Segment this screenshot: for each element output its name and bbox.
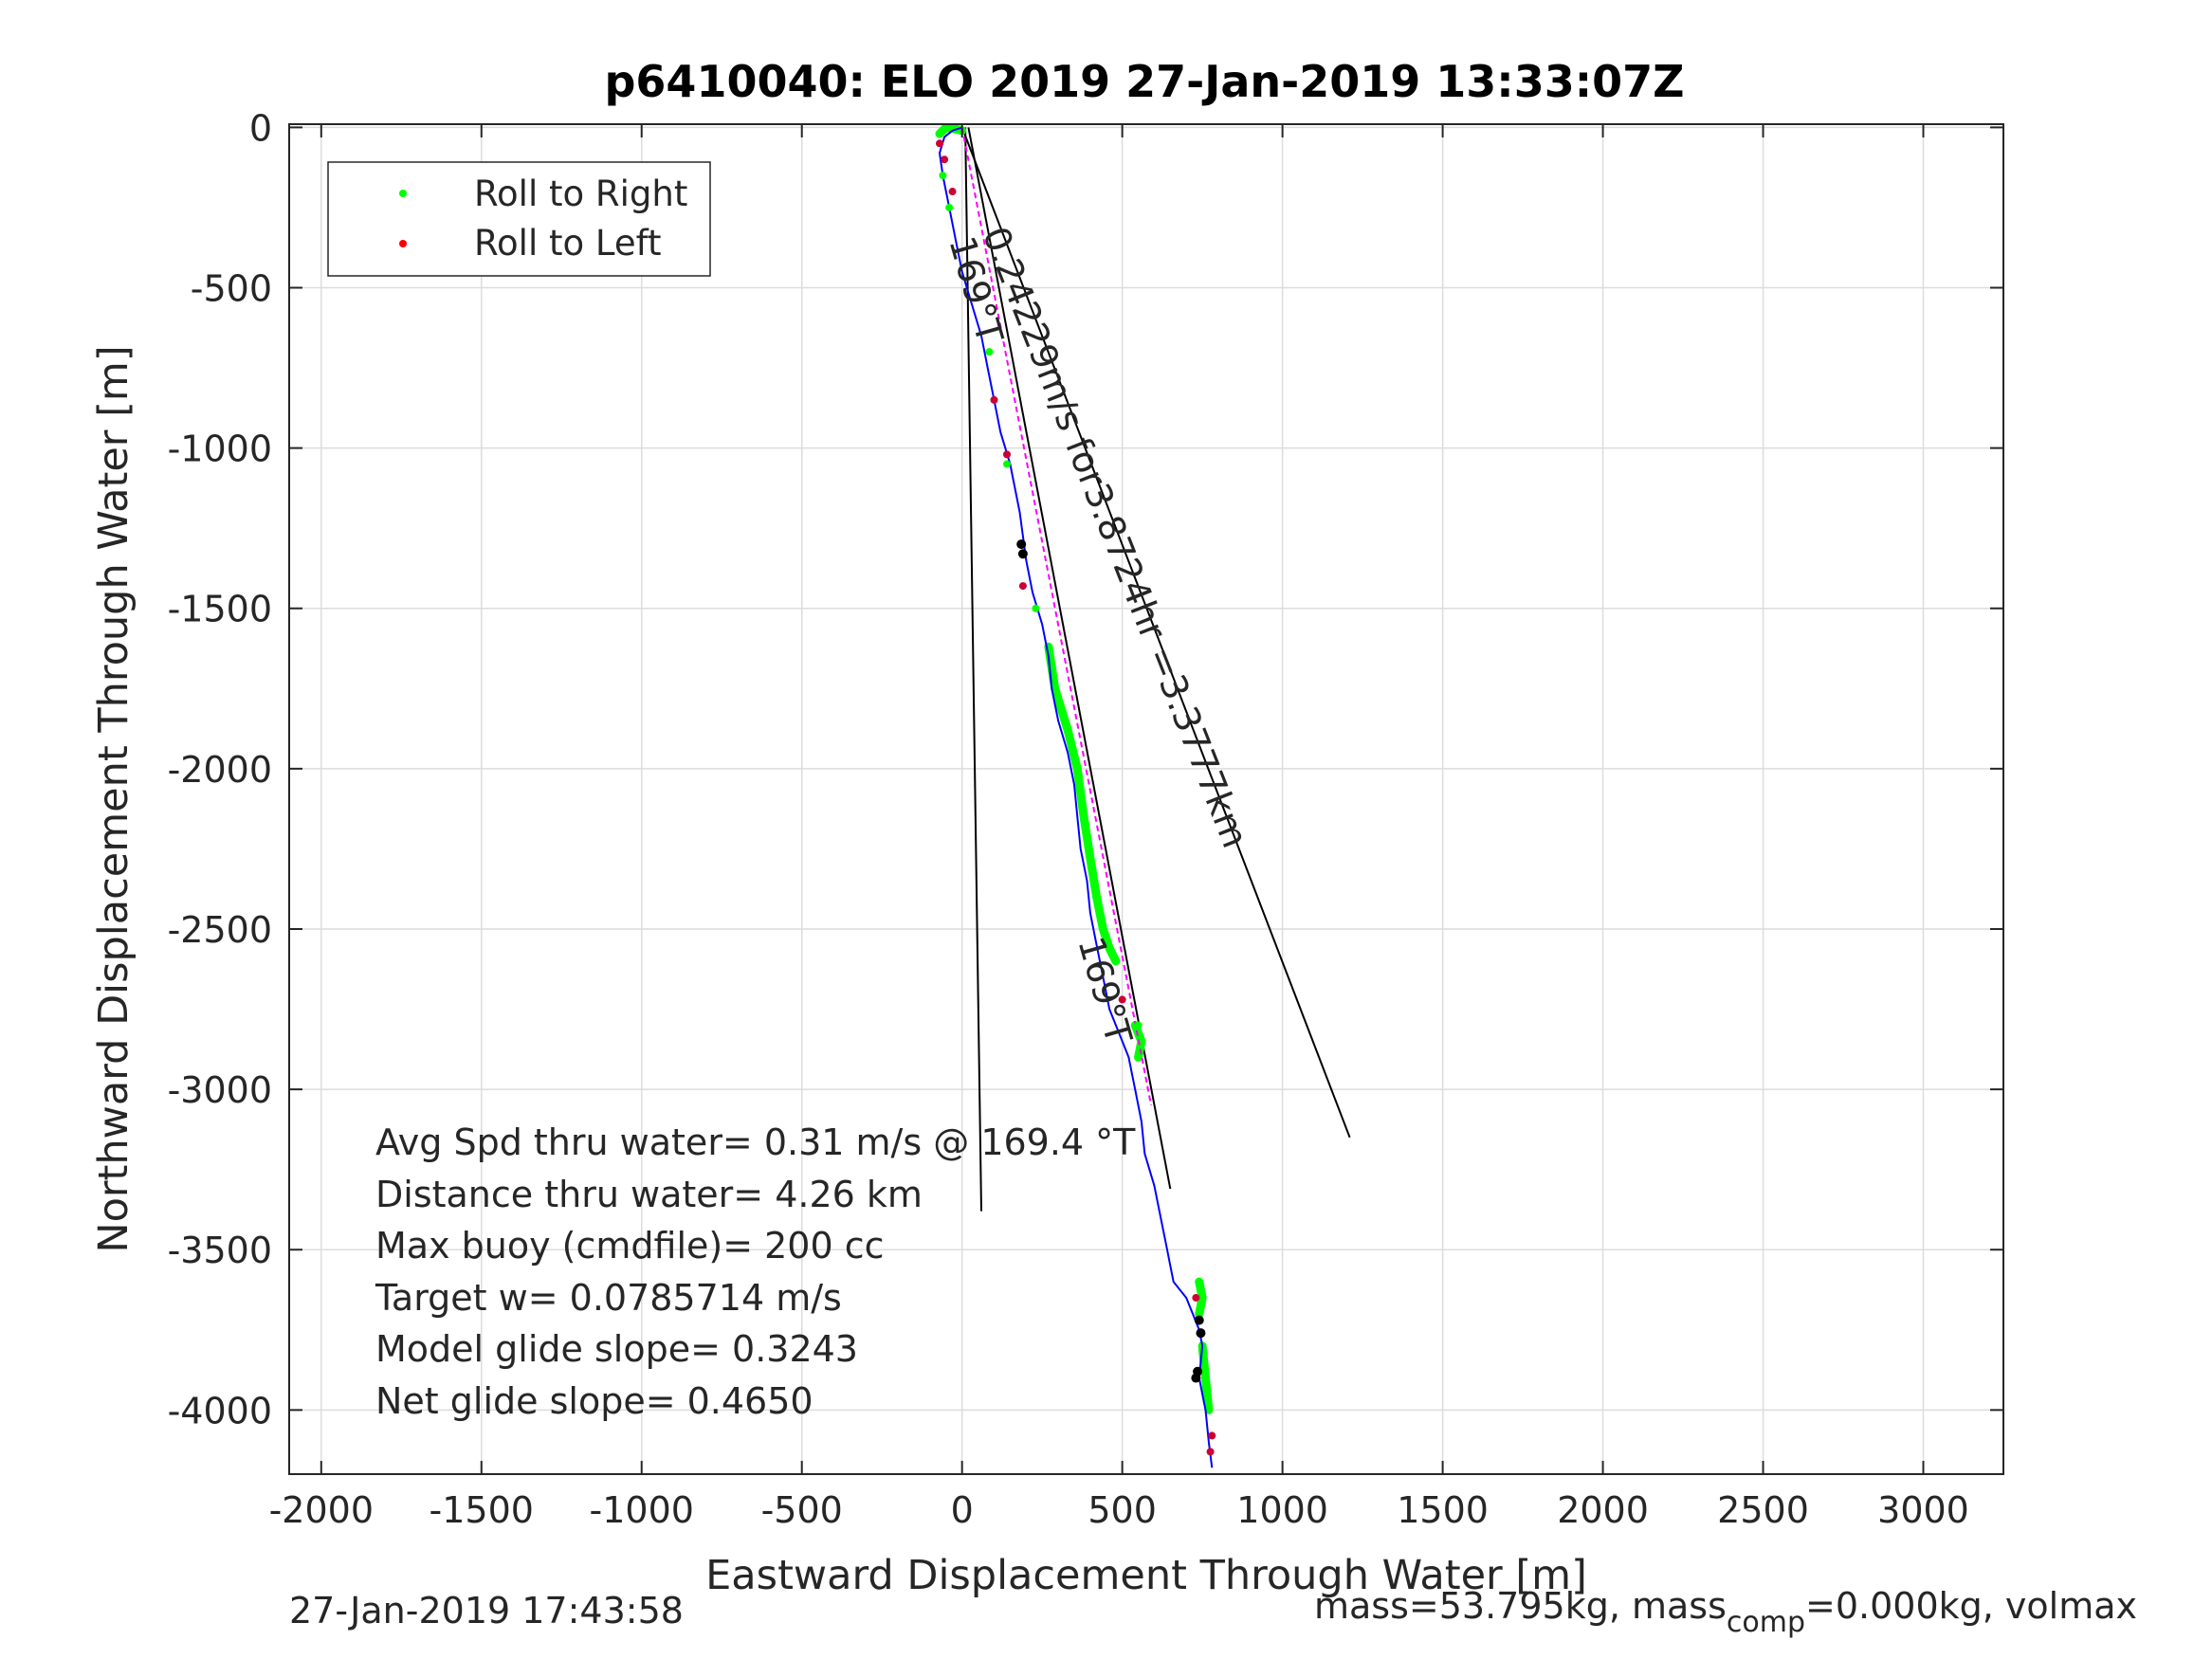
legend-label-roll-left: Roll to Left (474, 223, 662, 264)
stat-distance: Distance thru water= 4.26 km (375, 1174, 923, 1215)
footer-timestamp: 27-Jan-2019 17:43:58 (289, 1590, 684, 1632)
roll-left-point (1206, 1448, 1215, 1456)
y-tick-label: -2500 (168, 909, 272, 951)
black-marker-point (1017, 549, 1028, 559)
legend-label-roll-right: Roll to Right (474, 173, 687, 214)
x-tick-label: 500 (1088, 1489, 1157, 1531)
reference-line (967, 127, 1172, 1190)
stat-model-glide-slope: Model glide slope= 0.3243 (375, 1328, 858, 1370)
footer-mass-info: mass=53.795kg, masscomp=0.000kg, volmax (1314, 1585, 2137, 1639)
black-marker-point (1016, 539, 1027, 550)
x-tick-label: 3000 (1877, 1489, 1969, 1531)
roll-right-point (939, 172, 947, 180)
stat-avg-speed: Avg Spd thru water= 0.31 m/s @ 169.4 °T (375, 1121, 1136, 1163)
roll-right-point (945, 203, 954, 211)
reference-line (964, 127, 982, 1212)
footer-mass-suffix: =0.000kg, volmax (1805, 1585, 2137, 1627)
chart-title: p6410040: ELO 2019 27-Jan-2019 13:33:07Z (605, 56, 1685, 107)
y-tick-label: -3000 (168, 1069, 272, 1111)
footer-mass-subscript: comp (1727, 1606, 1805, 1639)
y-tick-label: -500 (191, 268, 272, 310)
legend: Roll to Right Roll to Left (327, 161, 711, 277)
y-tick-label: -1500 (168, 589, 272, 630)
y-tick-label: 0 (249, 107, 272, 149)
plot-area (288, 122, 2004, 1475)
x-axis-label: Eastward Displacement Through Water [m] (705, 1552, 1587, 1599)
y-axis-label: Northward Displacement Through Water [m] (90, 345, 137, 1252)
roll-right-point (1134, 1021, 1143, 1030)
x-tick-label: -1000 (590, 1489, 694, 1531)
roll-right-segment (1195, 1277, 1207, 1319)
legend-marker-roll-left (399, 240, 407, 247)
legend-marker-roll-right (399, 190, 407, 197)
roll-right-segment (935, 122, 967, 138)
x-tick-label: 2500 (1717, 1489, 1809, 1531)
roll-left-point (941, 155, 949, 164)
data-layer (935, 122, 1351, 1468)
roll-left-point (1118, 995, 1126, 1004)
roll-right-segment (1044, 642, 1121, 966)
roll-left-point (1002, 450, 1011, 459)
x-tick-labels: -2000 -1500 -1000 -500 0 500 1000 1500 2000 2500 3… (269, 1489, 1969, 1531)
axes-background (289, 124, 2003, 1474)
roll-right-segment (1197, 1341, 1214, 1414)
roll-right-point (1002, 460, 1011, 468)
stat-target-w: Target w= 0.0785714 m/s (375, 1277, 842, 1319)
stat-max-buoy: Max buoy (cmdfile)= 200 cc (375, 1225, 885, 1267)
roll-right-point (1032, 604, 1040, 612)
x-tick-label: -2000 (269, 1489, 374, 1531)
black-marker-point (1191, 1373, 1201, 1383)
x-tick-label: 0 (951, 1489, 974, 1531)
stats-block: Avg Spd thru water= 0.31 m/s @ 169.4 °T … (375, 1121, 1136, 1422)
roll-right-point (985, 348, 994, 356)
y-tick-label: -3500 (168, 1230, 272, 1271)
legend-box (327, 161, 711, 277)
black-marker-point (1196, 1328, 1206, 1339)
y-tick-labels: 0 -500 -1000 -1500 -2000 -2500 -3000 -3500 -4000 (168, 107, 272, 1431)
x-tick-label: -1500 (430, 1489, 534, 1531)
roll-left-point (1018, 582, 1027, 591)
footer-mass-prefix: mass=53.795kg, mass (1314, 1585, 1727, 1627)
x-tick-label: -500 (761, 1489, 843, 1531)
track-line (938, 126, 1214, 1468)
y-tick-label: -4000 (168, 1390, 272, 1431)
roll-left-point (948, 188, 957, 196)
roll-left-point (936, 139, 944, 148)
stat-net-glide-slope: Net glide slope= 0.4650 (375, 1380, 814, 1422)
black-marker-point (1194, 1315, 1204, 1325)
roll-left-point (1192, 1293, 1200, 1302)
axis-ticks (289, 124, 2003, 1474)
axes-frame (288, 123, 2004, 1475)
reference-line (960, 127, 1351, 1139)
x-tick-label: 2000 (1557, 1489, 1649, 1531)
x-tick-label: 1500 (1397, 1489, 1489, 1531)
x-tick-label: 1000 (1236, 1489, 1328, 1531)
y-tick-label: -2000 (168, 749, 272, 791)
mean-track-line (960, 127, 1153, 1106)
roll-left-point (990, 395, 998, 404)
y-tick-label: -1000 (168, 428, 272, 470)
roll-left-point (1208, 1431, 1216, 1440)
